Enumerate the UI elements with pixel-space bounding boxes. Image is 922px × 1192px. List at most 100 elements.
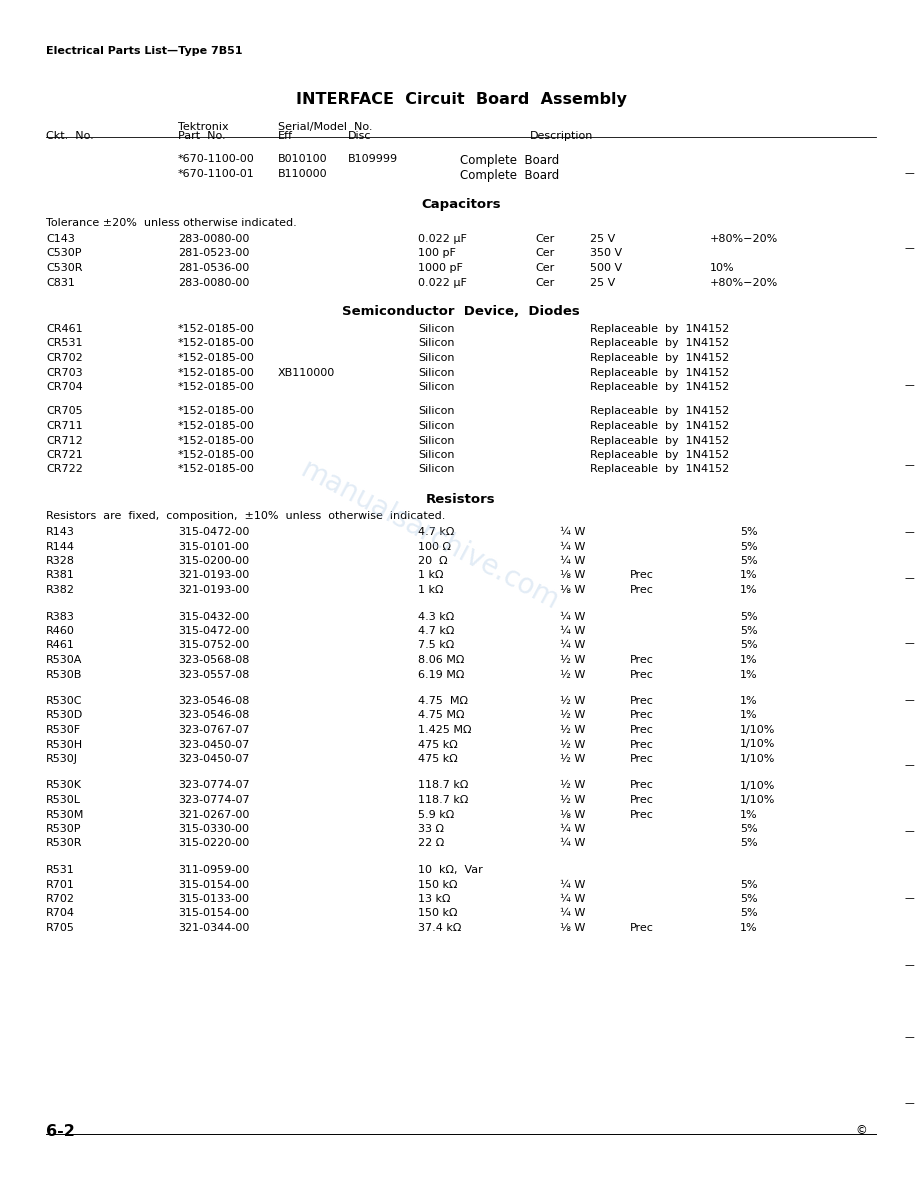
Text: Cer: Cer (535, 263, 554, 273)
Text: 1%: 1% (740, 654, 758, 665)
Text: +80%−20%: +80%−20% (710, 278, 778, 287)
Text: —: — (905, 893, 915, 904)
Text: Resistors: Resistors (426, 493, 496, 505)
Text: R705: R705 (46, 923, 75, 933)
Text: ½ W: ½ W (560, 739, 585, 750)
Text: 118.7 kΩ: 118.7 kΩ (418, 781, 468, 790)
Text: 1.425 MΩ: 1.425 MΩ (418, 725, 471, 735)
Text: 1%: 1% (740, 923, 758, 933)
Text: 315-0432-00: 315-0432-00 (178, 611, 249, 621)
Text: 1%: 1% (740, 670, 758, 679)
Text: —: — (905, 243, 915, 253)
Text: ⅛ W: ⅛ W (560, 571, 585, 581)
Text: 1/10%: 1/10% (740, 795, 775, 805)
Text: Silicon: Silicon (418, 324, 455, 334)
Text: CR722: CR722 (46, 465, 83, 474)
Text: 33 Ω: 33 Ω (418, 824, 444, 834)
Text: C831: C831 (46, 278, 75, 287)
Text: Prec: Prec (630, 739, 654, 750)
Text: *152-0185-00: *152-0185-00 (178, 435, 254, 446)
Text: ¼ W: ¼ W (560, 527, 585, 538)
Text: 4.7 kΩ: 4.7 kΩ (418, 527, 455, 538)
Text: ¼ W: ¼ W (560, 894, 585, 904)
Text: 475 kΩ: 475 kΩ (418, 755, 457, 764)
Text: —: — (905, 826, 915, 836)
Text: 283-0080-00: 283-0080-00 (178, 234, 249, 244)
Text: 5%: 5% (740, 640, 758, 651)
Text: ⅛ W: ⅛ W (560, 923, 585, 933)
Text: Complete  Board: Complete Board (460, 169, 560, 182)
Text: Tolerance ±20%  unless otherwise indicated.: Tolerance ±20% unless otherwise indicate… (46, 218, 297, 228)
Text: 1000 pF: 1000 pF (418, 263, 463, 273)
Text: ¼ W: ¼ W (560, 555, 585, 566)
Text: Replaceable  by  1N4152: Replaceable by 1N4152 (590, 324, 729, 334)
Text: R460: R460 (46, 626, 75, 637)
Text: R461: R461 (46, 640, 75, 651)
Text: 315-0472-00: 315-0472-00 (178, 527, 249, 538)
Text: ¼ W: ¼ W (560, 838, 585, 849)
Text: —: — (905, 1032, 915, 1042)
Text: Silicon: Silicon (418, 421, 455, 432)
Text: C530R: C530R (46, 263, 82, 273)
Text: 315-0752-00: 315-0752-00 (178, 640, 249, 651)
Text: Cer: Cer (535, 278, 554, 287)
Text: ½ W: ½ W (560, 670, 585, 679)
Text: 315-0133-00: 315-0133-00 (178, 894, 249, 904)
Text: 7.5 kΩ: 7.5 kΩ (418, 640, 455, 651)
Text: 1/10%: 1/10% (740, 725, 775, 735)
Text: 5.9 kΩ: 5.9 kΩ (418, 809, 455, 820)
Text: *152-0185-00: *152-0185-00 (178, 353, 254, 364)
Text: 1%: 1% (740, 571, 758, 581)
Text: —: — (905, 168, 915, 178)
Text: R530A: R530A (46, 654, 82, 665)
Text: 1%: 1% (740, 696, 758, 706)
Text: Replaceable  by  1N4152: Replaceable by 1N4152 (590, 406, 729, 416)
Text: 150 kΩ: 150 kΩ (418, 880, 457, 889)
Text: ½ W: ½ W (560, 795, 585, 805)
Text: CR704: CR704 (46, 381, 83, 392)
Text: 5%: 5% (740, 908, 758, 919)
Text: 315-0220-00: 315-0220-00 (178, 838, 249, 849)
Text: 315-0200-00: 315-0200-00 (178, 555, 249, 566)
Text: Prec: Prec (630, 781, 654, 790)
Text: Replaceable  by  1N4152: Replaceable by 1N4152 (590, 451, 729, 460)
Text: *670-1100-01: *670-1100-01 (178, 169, 254, 179)
Text: CR461: CR461 (46, 324, 83, 334)
Text: Silicon: Silicon (418, 406, 455, 416)
Text: 315-0472-00: 315-0472-00 (178, 626, 249, 637)
Text: 22 Ω: 22 Ω (418, 838, 444, 849)
Text: Replaceable  by  1N4152: Replaceable by 1N4152 (590, 435, 729, 446)
Text: ½ W: ½ W (560, 755, 585, 764)
Text: 20  Ω: 20 Ω (418, 555, 447, 566)
Text: 100 Ω: 100 Ω (418, 541, 451, 552)
Text: 1%: 1% (740, 710, 758, 720)
Text: 321-0267-00: 321-0267-00 (178, 809, 249, 820)
Text: +80%−20%: +80%−20% (710, 234, 778, 244)
Text: 6.19 MΩ: 6.19 MΩ (418, 670, 465, 679)
Text: 1 kΩ: 1 kΩ (418, 571, 443, 581)
Text: Silicon: Silicon (418, 435, 455, 446)
Text: XB110000: XB110000 (278, 367, 336, 378)
Text: R530R: R530R (46, 838, 82, 849)
Text: Prec: Prec (630, 725, 654, 735)
Text: Silicon: Silicon (418, 451, 455, 460)
Text: 321-0193-00: 321-0193-00 (178, 571, 249, 581)
Text: 475 kΩ: 475 kΩ (418, 739, 457, 750)
Text: 323-0568-08: 323-0568-08 (178, 654, 249, 665)
Text: 5%: 5% (740, 824, 758, 834)
Text: R530M: R530M (46, 809, 85, 820)
Text: 1/10%: 1/10% (740, 755, 775, 764)
Text: Tektronix: Tektronix (178, 122, 229, 132)
Text: *152-0185-00: *152-0185-00 (178, 421, 254, 432)
Text: ⅛ W: ⅛ W (560, 809, 585, 820)
Text: 8.06 MΩ: 8.06 MΩ (418, 654, 465, 665)
Text: 500 V: 500 V (590, 263, 622, 273)
Text: 311-0959-00: 311-0959-00 (178, 865, 249, 875)
Text: 10  kΩ,  Var: 10 kΩ, Var (418, 865, 483, 875)
Text: *152-0185-00: *152-0185-00 (178, 339, 254, 348)
Text: —: — (905, 573, 915, 583)
Text: 1 kΩ: 1 kΩ (418, 585, 443, 595)
Text: R704: R704 (46, 908, 75, 919)
Text: 25 V: 25 V (590, 234, 615, 244)
Text: Serial/Model  No.: Serial/Model No. (278, 122, 372, 132)
